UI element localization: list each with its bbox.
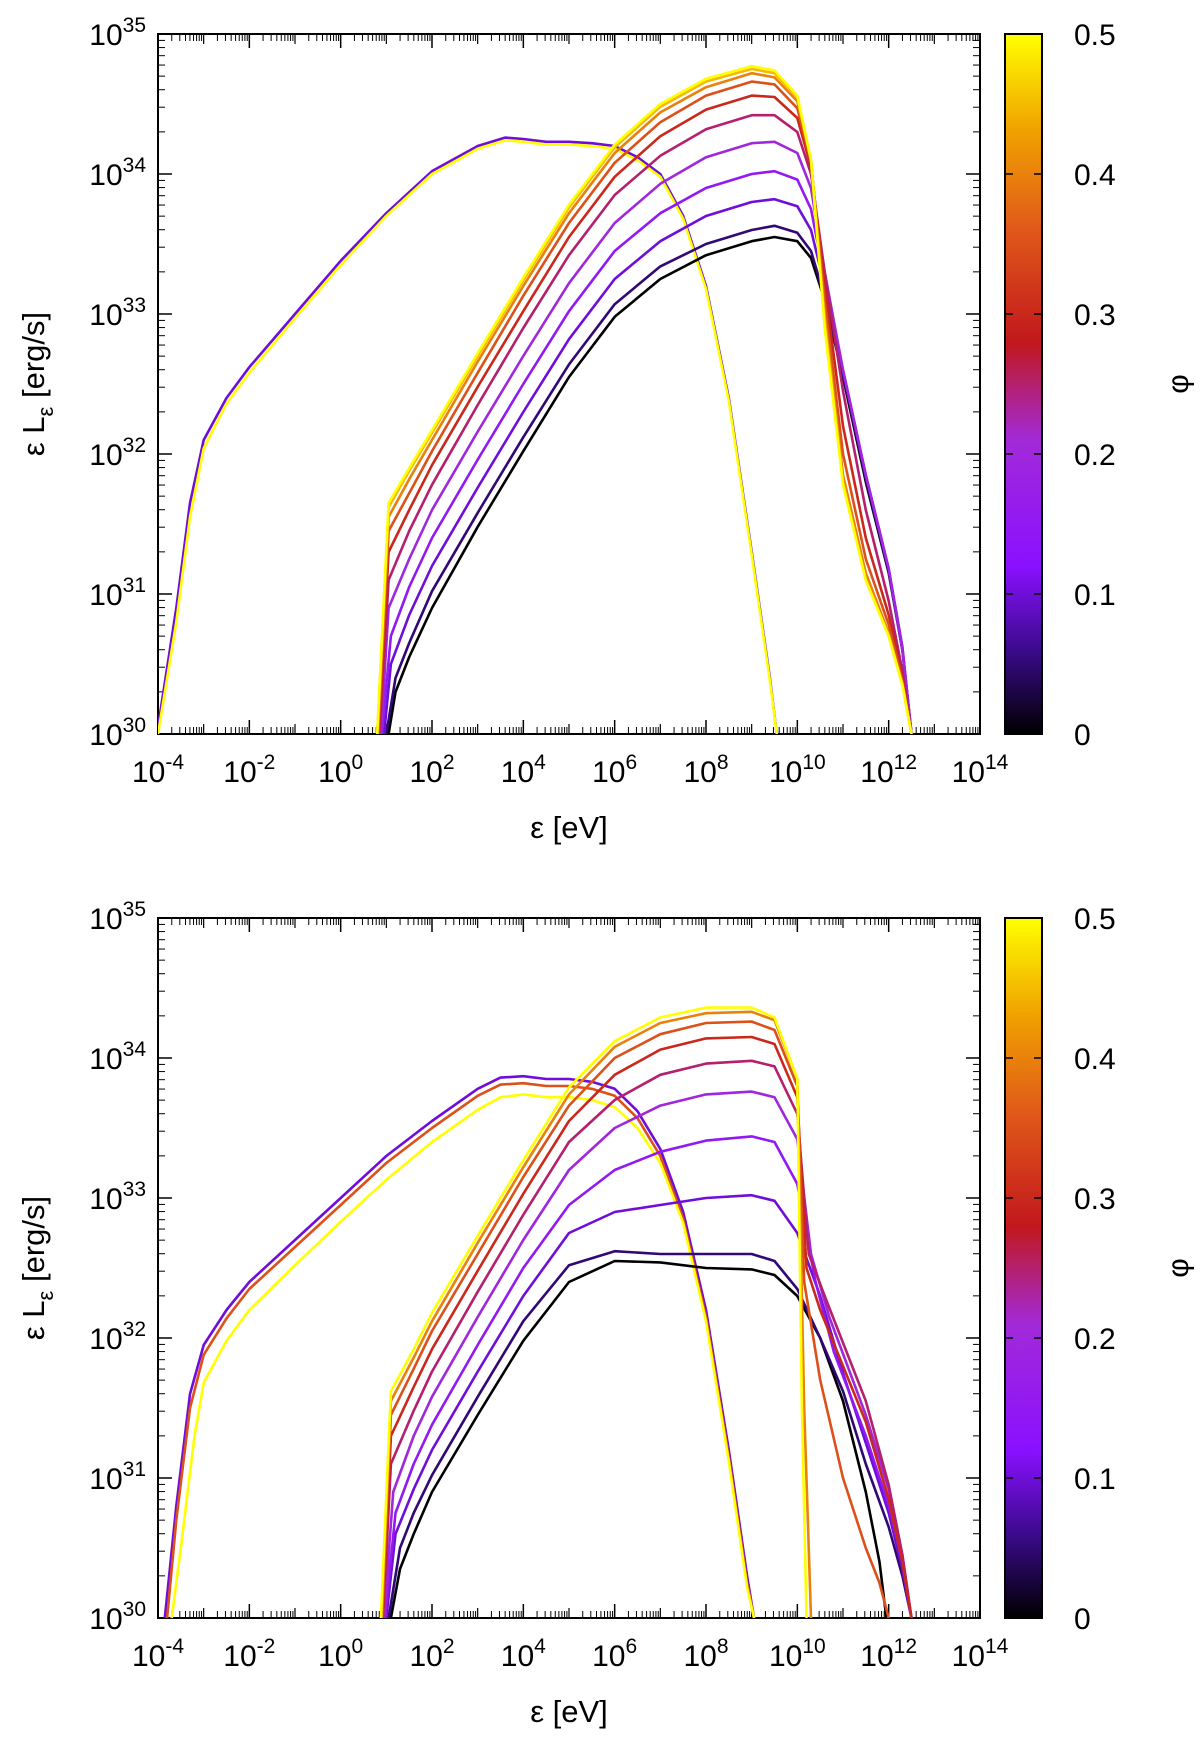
colorbar-label: φ [1162, 374, 1195, 393]
series-line-ic-9 [376, 80, 913, 734]
x-tick-label: 1010 [769, 751, 826, 789]
x-axis-label: ε [eV] [530, 1694, 608, 1729]
y-tick-label: 1030 [89, 1598, 146, 1636]
y-tick-label: 1033 [89, 1178, 146, 1216]
x-tick-label: 1012 [860, 751, 917, 789]
colorbar-tick-label: 0.2 [1074, 1323, 1116, 1356]
series-line-ic-10 [380, 1020, 890, 1618]
series-group [158, 64, 913, 734]
x-tick-label: 10-2 [223, 751, 275, 789]
y-tick-label: 1033 [89, 294, 146, 332]
series-line-ic-7 [378, 113, 913, 734]
x-tick-label: 104 [501, 1635, 546, 1673]
x-tick-label: 1012 [860, 1635, 917, 1673]
series-line-sync-2 [170, 1093, 756, 1618]
series-line-ic-12 [379, 1006, 808, 1618]
y-axis-label: ε Lε [erg/s] [16, 1196, 58, 1340]
colorbar-tick-label: 0.3 [1074, 299, 1116, 332]
x-tick-label: 10-4 [132, 1635, 184, 1673]
x-tick-label: 104 [501, 751, 546, 789]
y-tick-label: 1031 [89, 1458, 146, 1496]
x-tick-label: 1014 [952, 1635, 1009, 1673]
series-line-sync-1 [158, 139, 779, 734]
colorbar-tick-label: 0.4 [1074, 159, 1116, 192]
x-tick-label: 108 [683, 751, 728, 789]
series-line-ic-6 [379, 140, 913, 734]
axis-ticks [157, 917, 981, 1619]
series-line-ic-8 [381, 1059, 913, 1618]
colorbar-tick-label: 0.5 [1074, 19, 1116, 52]
series-line-ic-7 [382, 1090, 913, 1618]
series-line-ic-10 [376, 71, 913, 734]
series-line-ic-12 [375, 64, 913, 734]
colorbar-tick-label: 0.1 [1074, 1463, 1116, 1496]
series-line-ic-9 [381, 1035, 913, 1618]
y-tick-label: 1035 [89, 14, 146, 52]
series-group [163, 1006, 913, 1618]
colorbar-gradient [1004, 33, 1043, 735]
y-tick-label: 1032 [89, 1318, 146, 1356]
bottom-panel: 10-4 10-2 100 102 104 106 108 1010 1012 1014 1030 1… [16, 898, 1195, 1729]
colorbar: 0 0.1 0.2 0.3 0.4 0.5 φ [1004, 903, 1195, 1636]
x-tick-label: 1014 [952, 751, 1009, 789]
top-panel: 10-4 10-2 100 102 104 106 108 1010 1012 1014 1030 1… [16, 14, 1195, 845]
x-tick-label: 106 [592, 751, 637, 789]
series-line-ic-4 [387, 1249, 913, 1618]
x-tick-label: 10-4 [132, 751, 184, 789]
x-tick-label: 100 [318, 1635, 363, 1673]
series-line-ic-3 [389, 1259, 888, 1618]
x-tick-label: 106 [592, 1635, 637, 1673]
colorbar-tick-label: 0.2 [1074, 439, 1116, 472]
colorbar-tick-label: 0.5 [1074, 903, 1116, 936]
x-tick-label: 10-2 [223, 1635, 275, 1673]
series-line-ic-8 [377, 94, 913, 734]
colorbar-tick-label: 0.3 [1074, 1183, 1116, 1216]
x-tick-label: 102 [409, 1635, 454, 1673]
y-tick-label: 1034 [89, 1038, 146, 1076]
colorbar-tick-label: 0.4 [1074, 1043, 1116, 1076]
series-line-sync-0 [163, 1074, 756, 1618]
y-tick-label: 1031 [89, 574, 146, 612]
colorbar-label: φ [1162, 1258, 1195, 1277]
series-line-ic-5 [385, 1193, 913, 1618]
y-tick-label: 1034 [89, 154, 146, 192]
colorbar: 0 0.1 0.2 0.3 0.4 0.5 φ [1004, 19, 1195, 752]
colorbar-tick-label: 0 [1074, 719, 1091, 752]
axis-ticks [157, 33, 981, 735]
plot-frame [157, 917, 981, 1619]
plot-frame [157, 33, 981, 735]
x-tick-label: 108 [683, 1635, 728, 1673]
x-tick-label: 100 [318, 751, 363, 789]
colorbar-gradient [1004, 917, 1043, 1619]
y-tick-label: 1035 [89, 898, 146, 936]
x-axis-label: ε [eV] [530, 810, 608, 845]
colorbar-tick-label: 0 [1074, 1603, 1091, 1636]
colorbar-tick-label: 0.1 [1074, 579, 1116, 612]
y-tick-label: 1032 [89, 434, 146, 472]
series-line-ic-6 [383, 1135, 913, 1618]
x-tick-label: 102 [409, 751, 454, 789]
y-tick-label: 1030 [89, 714, 146, 752]
x-tick-label: 1010 [769, 1635, 826, 1673]
y-axis-label: ε Lε [erg/s] [16, 312, 58, 456]
